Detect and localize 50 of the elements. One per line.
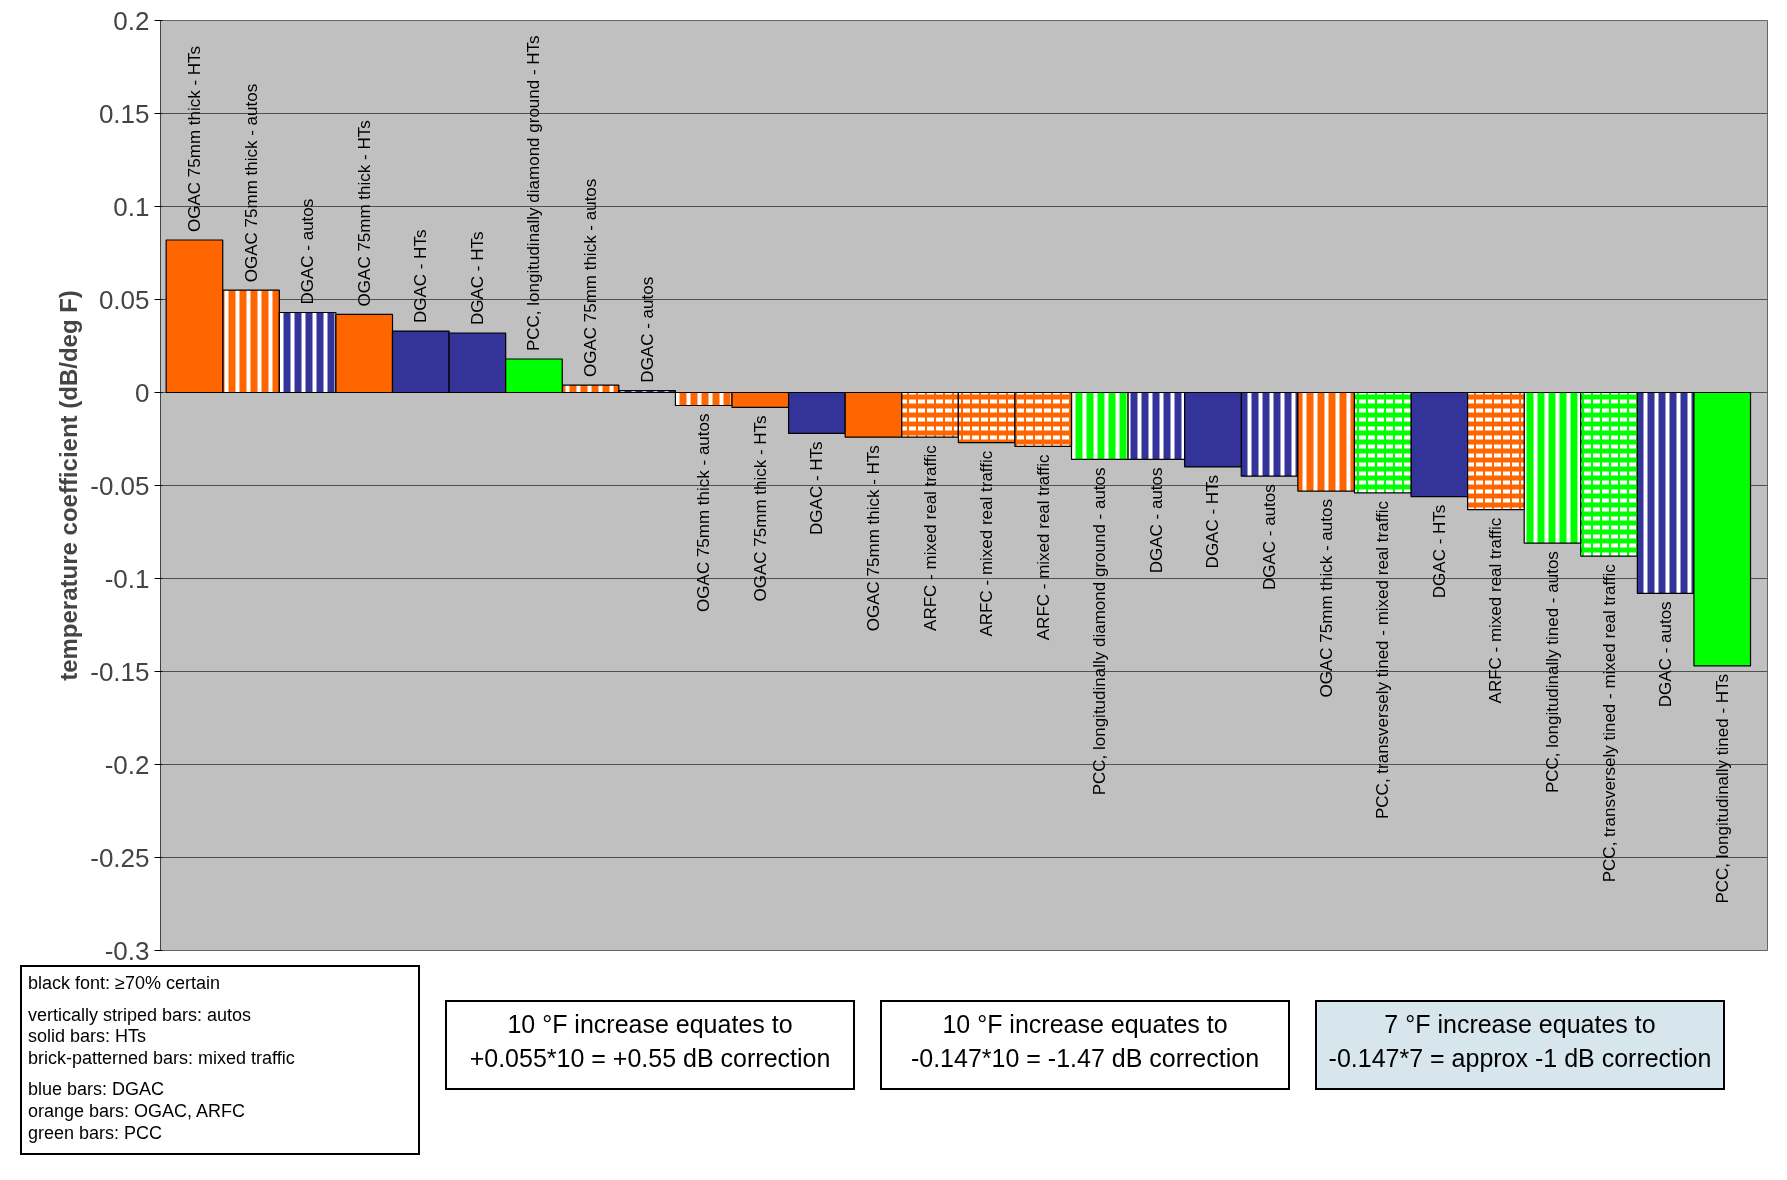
x-tick-label: DGAC - HTs <box>1203 474 1223 569</box>
text: green bars: PCC <box>28 1122 164 1145</box>
y-tick-label: 0.1 <box>113 191 150 222</box>
y-axis-title: temperature coefficient (dB/deg F) <box>55 290 83 681</box>
x-tick-label: OGAC 75mm thick - HTs <box>354 120 374 307</box>
text: 10 °F increase equates to -0.147*10 = -1.47 dB correction <box>910 1009 1260 1074</box>
y-tick-label: 0.2 <box>113 5 150 36</box>
x-tick-label: DGAC - autos <box>1146 467 1166 574</box>
x-tick-label: PCC, longitudinally tined - autos <box>1542 551 1562 794</box>
x-tick-label: DGAC - autos <box>298 198 318 305</box>
y-tick-label: -0.05 <box>90 470 150 501</box>
x-tick-label: OGAC 75mm thick - HTs <box>750 415 770 602</box>
x-tick-label: OGAC 75mm thick - autos <box>241 83 261 283</box>
x-tick-label: ARFC - mixed real traffic <box>1486 517 1506 704</box>
text: 7 °F increase equates to -0.147*7 = approx -1 dB correction <box>1328 1009 1712 1074</box>
text: blue bars: DGAC <box>28 1079 166 1101</box>
x-tick-label: PCC, longitudinally diamond ground - autos <box>1090 467 1110 796</box>
x-tick-label: PCC, longitudinally tined - HTs <box>1712 673 1732 904</box>
x-tick-label: OGAC 75mm thick - autos <box>694 413 714 612</box>
y-tick-label: -0.1 <box>104 563 150 594</box>
text: solid bars: HTs <box>28 1026 148 1048</box>
y-tick-label: -0.25 <box>90 842 150 873</box>
x-tick-label: PCC, transversely tined - mixed real traffic <box>1373 500 1393 820</box>
text: orange bars: OGAC, ARFC <box>28 1100 247 1123</box>
y-tick-label: 0.15 <box>98 98 150 129</box>
x-tick-label: DGAC - HTs <box>411 229 431 324</box>
x-tick-label: OGAC 75mm thick - HTs <box>184 45 204 232</box>
x-tick-label: DGAC - HTs <box>1429 504 1449 599</box>
x-tick-label: OGAC 75mm thick - autos <box>581 178 601 378</box>
text: 10 °F increase equates to +0.055*10 = +0.55 dB correction <box>469 1009 831 1074</box>
x-tick-label: DGAC - autos <box>1656 601 1676 708</box>
text: brick-patterned bars: mixed traffic <box>28 1047 295 1070</box>
x-tick-label: DGAC - autos <box>637 276 657 383</box>
x-tick-label: DGAC - HTs <box>467 231 487 325</box>
y-tick-label: -0.2 <box>104 749 150 780</box>
y-tick-label: 0.05 <box>98 284 150 315</box>
y-tick-label: -0.3 <box>104 935 150 966</box>
text: vertically striped bars: autos <box>28 1004 253 1027</box>
x-tick-label: ARFC - mixed real traffic <box>1033 453 1053 641</box>
x-tick-label: OGAC 75mm thick - HTs <box>863 445 883 632</box>
x-tick-label: OGAC 75mm thick - autos <box>1316 499 1336 698</box>
x-tick-label: PCC, transversely tined - mixed real traffic <box>1599 563 1619 883</box>
x-tick-label: PCC, longitudinally diamond ground - HTs <box>524 35 544 352</box>
text: black font: ≥70% certain <box>28 973 221 995</box>
x-tick-label: ARFC - mixed real traffic <box>920 444 940 631</box>
x-tick-label: DGAC - HTs <box>807 441 827 535</box>
x-tick-label: ARFC - mixed real traffic <box>977 450 997 637</box>
y-tick-label: 0 <box>135 377 150 408</box>
x-tick-label: DGAC - autos <box>1260 484 1280 591</box>
y-tick-label: -0.15 <box>90 656 150 687</box>
